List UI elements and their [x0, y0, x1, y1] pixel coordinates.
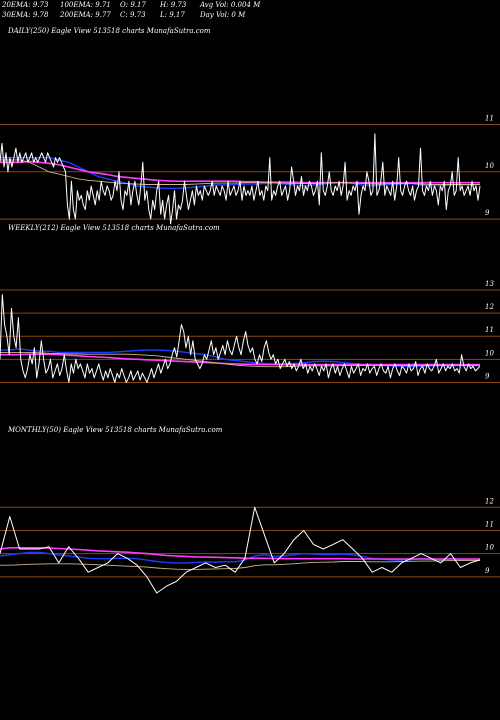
weekly-ytick-label: 10 [485, 349, 494, 357]
ema30-stat: 30EMA: 9.78 [2, 11, 49, 19]
monthly-ema-long-line [0, 546, 480, 560]
weekly-ema-short-line [0, 348, 480, 367]
daily-ytick-label: 11 [485, 114, 494, 122]
monthly-panel: 12 11 10 9 [0, 497, 500, 594]
monthly-ytick-label: 10 [485, 544, 494, 552]
ema20-stat: 20EMA: 9.73 [2, 1, 49, 9]
ema100-stat: 100EMA: 9.71 [60, 1, 111, 9]
ema200-stat: 200EMA: 9.77 [60, 11, 111, 19]
monthly-ytick-label: 11 [485, 520, 494, 528]
daily-price-line [0, 133, 481, 225]
daily-panel-title: DAILY(250) Eagle View 513518 charts Muna… [8, 27, 211, 35]
monthly-price-line [0, 506, 481, 594]
weekly-panel: 13 12 11 10 9 [0, 280, 500, 383]
open-stat: O: 9.17 [120, 1, 146, 9]
daily-ytick-label: 9 [485, 209, 490, 217]
monthly-ema-short-line [0, 551, 480, 564]
monthly-ytick-label: 9 [485, 567, 490, 575]
day-vol-stat: Day Vol: 0 M [200, 11, 246, 19]
monthly-ema-mid-line [0, 559, 480, 570]
weekly-ytick-label: 9 [485, 372, 490, 380]
weekly-ytick-label: 13 [485, 280, 494, 288]
weekly-ema-mid-line [0, 351, 480, 368]
monthly-panel-title: MONTHLY(50) Eagle View 513518 charts Mun… [8, 426, 223, 434]
daily-ytick-label: 10 [485, 162, 494, 170]
monthly-ytick-label: 12 [485, 497, 494, 505]
close-stat: C: 9.73 [120, 11, 146, 19]
weekly-ytick-label: 11 [485, 326, 494, 334]
low-stat: L: 9.17 [160, 11, 185, 19]
weekly-panel-title: WEEKLY(212) Eagle View 513518 charts Mun… [8, 224, 220, 232]
weekly-price-line [0, 294, 481, 383]
weekly-ema-long-line [0, 353, 480, 366]
weekly-ytick-label: 12 [485, 303, 494, 311]
avg-vol-stat: Avg Vol: 0.004 M [200, 1, 261, 9]
daily-panel: 11 10 9 [0, 114, 500, 225]
high-stat: H: 9.73 [160, 1, 187, 9]
